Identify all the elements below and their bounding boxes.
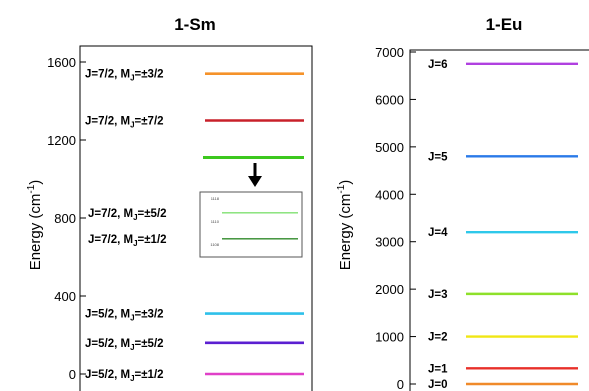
zoom-inset: J=7/2, MJ=±5/2 J=7/2, MJ=±1/2 1118 1110 1108 bbox=[88, 191, 303, 258]
eu-level-label: J=6 bbox=[428, 59, 448, 71]
sm-level-label: J=5/2, MJ=±5/2 bbox=[85, 338, 164, 352]
eu-level-label: J=0 bbox=[428, 379, 448, 391]
zoom-arrow bbox=[248, 163, 262, 187]
eu-level-label: J=1 bbox=[428, 363, 448, 375]
sm-level-label: J=5/2, MJ=±1/2 bbox=[85, 369, 164, 383]
panel-sm: 1-Sm 0 400 800 1200 1600 Energy (cm-1) J=5/2… bbox=[26, 15, 313, 391]
eu-y-tick-label: 3000 bbox=[375, 235, 404, 250]
sm-y-tick-label: 0 bbox=[69, 367, 76, 382]
sm-level-label: J=7/2, MJ=±3/2 bbox=[85, 69, 164, 83]
panel-sm-frame bbox=[79, 45, 313, 391]
panel-sm-y-axis: 0 400 800 1200 1600 bbox=[47, 55, 86, 382]
eu-level-label: J=4 bbox=[428, 227, 448, 239]
inset-tick-label: 1110 bbox=[211, 219, 220, 224]
sm-y-tick-label: 1200 bbox=[47, 133, 76, 148]
eu-level-label: J=5 bbox=[428, 151, 448, 163]
sm-level-label: J=5/2, MJ=±3/2 bbox=[85, 309, 164, 323]
eu-level-label: J=2 bbox=[428, 332, 448, 344]
inset-tick-label: 1118 bbox=[211, 196, 220, 201]
sm-y-tick-label: 1600 bbox=[47, 55, 76, 70]
eu-y-tick-label: 6000 bbox=[375, 92, 404, 107]
sm-level-label: J=7/2, MJ=±7/2 bbox=[85, 116, 164, 130]
eu-y-tick-label: 0 bbox=[397, 377, 404, 391]
eu-y-tick-label: 4000 bbox=[375, 187, 404, 202]
eu-y-tick-label: 7000 bbox=[375, 45, 404, 60]
sm-y-tick-label: 800 bbox=[54, 211, 76, 226]
inset-tick-label: 1108 bbox=[210, 242, 219, 247]
sm-y-tick-label: 400 bbox=[54, 289, 76, 304]
eu-y-tick-label: 1000 bbox=[375, 330, 404, 345]
inset-level-label: J=7/2, MJ=±1/2 bbox=[88, 234, 167, 248]
panel-eu-y-axis: 0 1000 2000 3000 4000 5000 6000 7000 bbox=[375, 45, 416, 391]
inset-level-label: J=7/2, MJ=±5/2 bbox=[88, 208, 167, 222]
zoom-inset-frame bbox=[199, 191, 303, 258]
panel-sm-levels: J=5/2, MJ=±1/2 J=5/2, MJ=±5/2 J=5/2, MJ=±3… bbox=[85, 69, 304, 383]
eu-y-tick-label: 5000 bbox=[375, 140, 404, 155]
panel-sm-y-label: Energy (cm-1) bbox=[26, 180, 44, 271]
panel-eu-y-label: Energy (cm-1) bbox=[336, 180, 354, 271]
panel-eu-frame bbox=[409, 49, 589, 391]
eu-y-tick-label: 2000 bbox=[375, 282, 404, 297]
panel-eu-levels: J=0 J=1 J=2 J=3 J=4 J=5 J=6 bbox=[428, 59, 578, 391]
panel-eu: 1-Eu 0 1000 2000 3000 4000 5000 6000 7000 Energ… bbox=[336, 15, 589, 391]
panel-sm-title: 1-Sm bbox=[174, 15, 216, 34]
eu-level-label: J=3 bbox=[428, 289, 448, 301]
panel-eu-title: 1-Eu bbox=[486, 15, 523, 34]
